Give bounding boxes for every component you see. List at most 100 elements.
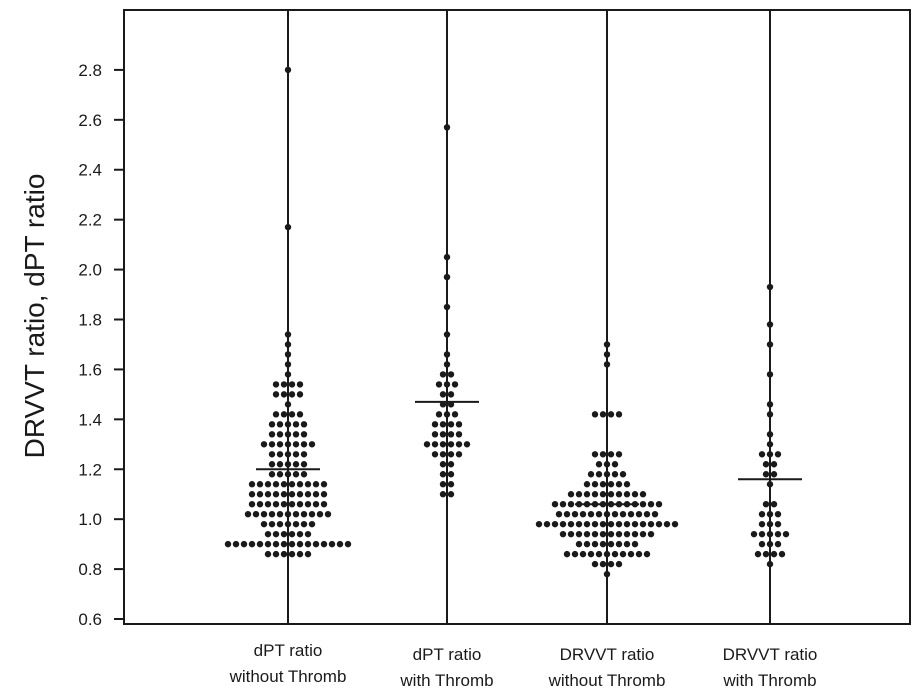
data-point xyxy=(774,530,782,538)
data-point xyxy=(607,411,615,418)
data-point xyxy=(443,351,451,358)
data-point xyxy=(288,481,296,488)
data-point xyxy=(320,500,328,508)
data-point xyxy=(774,520,782,528)
y-tick-label: 1.2 xyxy=(78,460,102,479)
data-point xyxy=(272,381,280,388)
data-point xyxy=(583,481,591,488)
data-point xyxy=(292,520,300,528)
data-point xyxy=(782,530,790,538)
y-tick-label: 1.0 xyxy=(78,510,102,529)
y-tick-label: 2.6 xyxy=(78,111,102,130)
data-point xyxy=(324,510,332,518)
data-point xyxy=(774,451,782,458)
data-point xyxy=(599,481,607,488)
data-point xyxy=(567,520,575,528)
data-point xyxy=(599,520,607,528)
data-point xyxy=(304,491,312,498)
data-point xyxy=(559,520,567,528)
data-point xyxy=(579,550,587,558)
data-point xyxy=(423,441,431,448)
data-point xyxy=(619,471,627,478)
data-point xyxy=(770,550,778,558)
data-point xyxy=(647,530,655,538)
data-point xyxy=(304,530,312,538)
data-point xyxy=(587,471,595,478)
data-point xyxy=(583,540,591,548)
data-point xyxy=(451,411,459,418)
data-point xyxy=(276,451,284,458)
data-point xyxy=(284,66,292,74)
data-point xyxy=(607,560,615,568)
data-point xyxy=(766,441,774,448)
data-point xyxy=(300,510,308,518)
data-point xyxy=(284,361,292,368)
data-point xyxy=(256,491,264,498)
data-point xyxy=(615,560,623,568)
data-points xyxy=(224,66,790,578)
data-point xyxy=(288,500,296,508)
data-point xyxy=(272,500,280,508)
data-point xyxy=(754,550,762,558)
data-point xyxy=(607,481,615,488)
data-point xyxy=(439,421,447,428)
data-point xyxy=(296,391,304,398)
data-point xyxy=(575,540,583,548)
data-point xyxy=(766,560,774,568)
data-point xyxy=(447,431,455,438)
data-point xyxy=(312,481,320,488)
data-point xyxy=(583,530,591,538)
data-point xyxy=(280,530,288,538)
data-point xyxy=(320,491,328,498)
data-point xyxy=(284,351,292,358)
data-point xyxy=(320,540,328,548)
data-point xyxy=(320,481,328,488)
data-point xyxy=(611,461,619,468)
data-point xyxy=(778,550,786,558)
data-point xyxy=(447,481,455,488)
data-point xyxy=(555,510,563,518)
data-point xyxy=(268,471,276,478)
data-point xyxy=(447,391,455,398)
data-point xyxy=(431,421,439,428)
data-point xyxy=(635,510,643,518)
data-point xyxy=(603,461,611,468)
data-point xyxy=(639,500,647,508)
data-point xyxy=(631,491,639,498)
data-point xyxy=(268,461,276,468)
data-point xyxy=(766,341,774,348)
data-point xyxy=(543,520,551,528)
data-point xyxy=(603,570,611,578)
data-point xyxy=(643,550,651,558)
data-point xyxy=(595,461,603,468)
data-point xyxy=(587,510,595,518)
data-point xyxy=(272,491,280,498)
data-point xyxy=(439,491,447,498)
data-point xyxy=(439,391,447,398)
data-point xyxy=(443,361,451,368)
data-point xyxy=(599,530,607,538)
data-point xyxy=(611,550,619,558)
y-tick-label: 1.6 xyxy=(78,360,102,379)
data-point xyxy=(591,530,599,538)
data-point xyxy=(248,481,256,488)
data-point xyxy=(774,540,782,548)
category-label-line2: with Thromb xyxy=(399,671,493,690)
data-point xyxy=(248,500,256,508)
data-point xyxy=(571,510,579,518)
data-point xyxy=(447,491,455,498)
data-point xyxy=(296,540,304,548)
data-point xyxy=(758,520,766,528)
data-point xyxy=(304,550,312,558)
data-point xyxy=(639,491,647,498)
data-point xyxy=(439,471,447,478)
y-tick-label: 2.2 xyxy=(78,211,102,230)
data-point xyxy=(766,481,774,488)
y-tick-label: 1.8 xyxy=(78,310,102,329)
data-point xyxy=(292,421,300,428)
category-label-line1: dPT ratio xyxy=(413,645,482,664)
data-point xyxy=(607,520,615,528)
data-point xyxy=(280,411,288,418)
